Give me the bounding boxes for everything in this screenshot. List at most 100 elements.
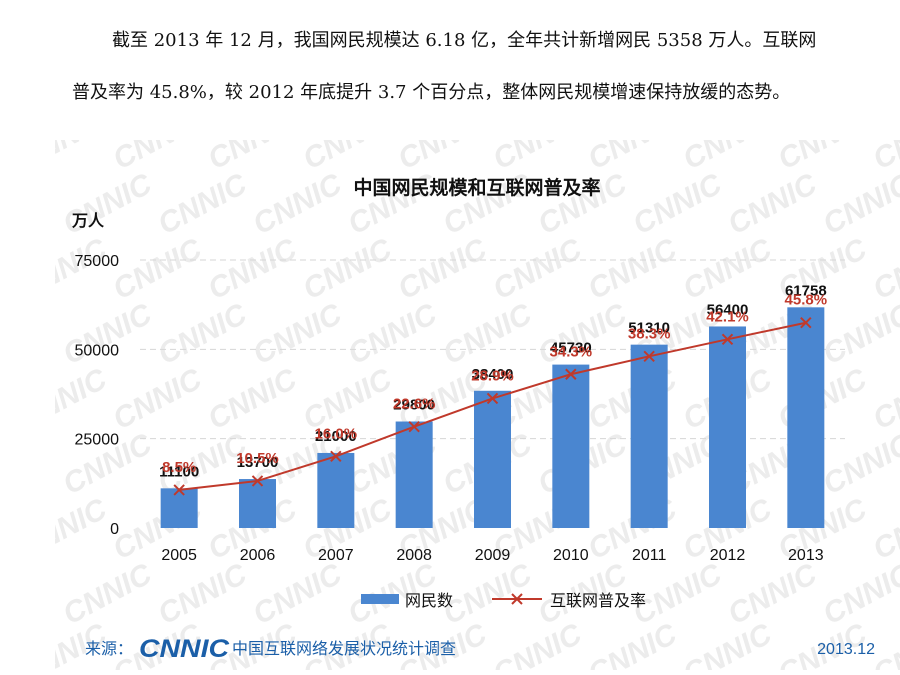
bar-value-label: 61758 [785,282,827,299]
bar-2005 [160,488,198,528]
bar-2009 [474,390,511,528]
watermark-text: CNNIC [818,557,900,631]
x-tick-label: 2006 [240,547,276,564]
watermark-text: CNNIC [583,232,684,306]
chart: CNNICCNNICCNNICCNNICCNNICCNNICCNNICCNNIC… [13,102,900,675]
x-tick-label: 2008 [396,547,432,564]
footer-org-text: 中国互联网络发展状况统计调查 [232,639,456,658]
rate-value-label: 16.0% [315,425,358,442]
watermark-text: CNNIC [153,557,254,631]
x-tick-label: 2010 [553,547,589,564]
bar-2007 [317,452,355,528]
chart-panel: CNNIC CNNIC CNNIC CNNIC CNNIC CNNIC CNNIC CNNIC… [13,102,900,675]
watermark-text: CNNIC [108,140,209,176]
watermark-text: CNNIC [868,232,900,306]
bar-2010 [552,364,590,528]
bar-2011 [630,344,668,528]
legend-label-bar: 网民数 [405,592,453,610]
rate-value-label: 42.1% [706,308,749,325]
watermark-text: CNNIC [298,232,399,306]
cnnic-logo: CNNIC [139,635,230,663]
y-axis-ticks: 0 25000 50000 75000 [75,253,120,538]
rate-marker [251,475,264,487]
rate-marker [330,450,342,462]
watermark-text: CNNIC [868,362,900,436]
x-tick-label: 2005 [161,547,197,564]
x-tick-label: 2012 [710,547,746,564]
rate-marker [408,420,420,433]
bar-2012 [709,326,746,528]
cnnic-logo-text: CNNIC [139,635,230,663]
watermark-text: CNNIC [723,167,824,241]
legend-marker [511,593,523,605]
watermark-text: CNNIC [773,140,874,176]
intro-line-2: 普及率为 45.8%，较 2012 年底提升 3.7 个百分点，整体网民规模增速… [72,82,791,103]
watermark-text: CNNIC [393,232,494,306]
rate-value-label: 45.8% [785,292,828,309]
watermark-text: CNNIC [248,167,349,241]
footer-date: 2013.12 [817,641,875,658]
watermark-text: CNNIC [203,232,304,306]
watermark-text: CNNIC [488,232,589,306]
rate-marker [643,350,655,363]
rate-marker [565,368,577,380]
watermark-text: CNNIC [393,140,494,176]
y-tick-label: 0 [110,521,119,538]
rate-value-label: 8.5% [162,459,196,476]
footer: 来源： CNNIC 中国互联网络发展状况统计调查 2013.12 [85,635,875,663]
bar-value-label: 56400 [707,301,749,318]
watermark-text: CNNIC [153,167,254,241]
watermark-text: CNNIC [203,362,304,436]
watermark-text: CNNIC [55,492,113,566]
y-tick-label: 25000 [75,432,120,449]
watermark-text: CNNIC [203,140,304,176]
x-tick-label: 2009 [475,547,511,564]
watermark-text: CNNIC [55,362,113,436]
x-tick-label: 2011 [632,547,667,564]
bar-2006 [239,479,276,528]
watermark-text: CNNIC [818,167,900,241]
y-axis-unit-label: 万人 [71,212,105,230]
watermark-text: CNNIC [488,140,589,176]
rate-line: 8.5% 10.5% 16.0% 22.6% 28.9% 34.3% 38.3% 42.1% 4… [162,292,828,496]
watermark-text: CNNIC [628,167,729,241]
rate-value-label: 10.5% [236,450,279,467]
watermark-text: CNNIC [583,617,684,670]
legend-label-line: 互联网普及率 [550,592,646,610]
legend-swatch-bar [361,594,399,604]
footer-source-label: 来源： [85,640,133,658]
watermark-text: CNNIC [678,232,779,306]
rate-marker [173,484,185,496]
bars: 11100 13700 21000 29800 38400 45730 51310 56400… [159,282,827,528]
rate-value-label: 28.9% [471,367,514,384]
y-tick-label: 50000 [75,342,120,359]
watermark-text: CNNIC [343,297,444,371]
watermark-text: CNNIC [153,297,254,371]
bar-value-label: 29800 [393,397,435,414]
watermark-text: CNNIC [108,232,209,306]
watermark-text: CNNIC [248,297,349,371]
watermark-text: CNNIC [818,297,900,371]
rate-marker [721,333,734,346]
bar-2013 [787,307,825,528]
watermark-text: CNNIC [58,557,159,631]
rate-marker [800,317,812,329]
bar-2008 [395,421,433,528]
intro-line-1: 截至 2013 年 12 月，我国网民规模达 6.18 亿，全年共计新增网民 5… [112,30,817,51]
watermark-text: CNNIC [678,617,779,670]
x-tick-label: 2007 [318,547,354,564]
bar-value-label: 21000 [315,428,357,445]
rate-value-label: 38.3% [628,325,671,342]
watermark-text: CNNIC [108,362,209,436]
rate-marker [486,392,499,405]
bar-value-label: 13700 [237,454,279,471]
bar-value-label: 38400 [472,366,514,383]
watermark-text: CNNIC [58,167,159,241]
watermark-text: CNNIC [488,617,589,670]
rate-value-label: 22.6% [393,396,436,413]
chart-title: 中国网民规模和互联网普及率 [353,176,600,199]
bar-value-label: 51310 [628,320,670,337]
y-tick-label: 75000 [75,253,120,270]
rate-value-label: 34.3% [550,343,593,360]
watermark-text: CNNIC [58,297,159,371]
